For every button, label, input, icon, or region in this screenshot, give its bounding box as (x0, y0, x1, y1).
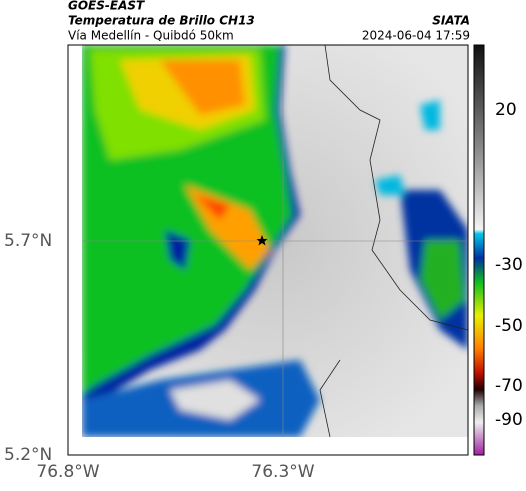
latitude-label: 5.7°N (4, 231, 52, 251)
map-frame (67, 44, 469, 456)
colorbar-tick-label: -70 (495, 376, 523, 396)
colorbar-tick-label: -30 (495, 255, 523, 275)
satellite: GOES-EAST (68, 0, 145, 13)
satellite-image (82, 45, 468, 437)
colorbar-tick-label: 20 (495, 100, 517, 120)
longitude-label: 76.3°W (251, 462, 314, 482)
timestamp: 2024-06-04 17:59 (362, 29, 470, 43)
colorbar (473, 44, 485, 456)
route: Vía Medellín - Quibdó 50km (68, 29, 234, 43)
longitude-label: 76.8°W (36, 462, 99, 482)
organization: SIATA (432, 14, 470, 28)
product: Temperatura de Brillo CH13 (68, 14, 255, 28)
colorbar-tick-label: -90 (495, 410, 523, 430)
colorbar-tick-label: -50 (495, 316, 523, 336)
latitude-label: 5.2°N (4, 445, 52, 465)
